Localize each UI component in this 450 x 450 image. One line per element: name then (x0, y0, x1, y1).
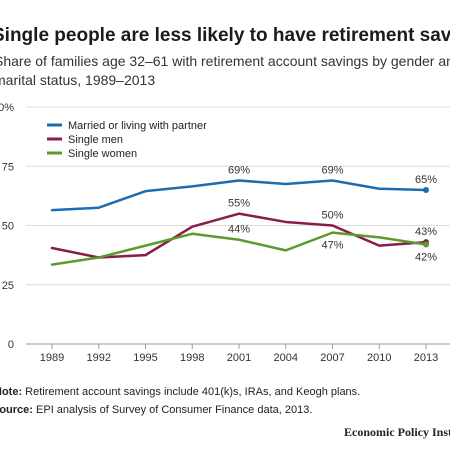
series-line-2 (50, 212, 428, 259)
data-label: 42% (415, 251, 437, 263)
y-tick-label: 75 (2, 161, 14, 173)
data-label: 69% (321, 164, 343, 176)
data-label: 47% (321, 240, 343, 252)
note-label: Note: (0, 386, 23, 398)
x-tick-label: 2010 (367, 352, 391, 364)
chart-subtitle: Share of families age 32–61 with retirem… (0, 53, 450, 88)
x-tick-label: 2007 (320, 352, 344, 364)
x-tick-label: 1989 (40, 352, 64, 364)
source-text: EPI analysis of Survey of Consumer Finan… (32, 404, 313, 416)
x-tick-label: 1995 (133, 352, 157, 364)
legend-label-3: Single women (68, 148, 137, 160)
data-label: 44% (228, 224, 250, 236)
publisher-logo: Economic Policy Institute (344, 425, 450, 439)
source-label: Source: (0, 404, 33, 416)
x-tick-label: 2001 (227, 352, 251, 364)
note-text: Retirement account savings include 401(k… (22, 386, 361, 398)
chart-title: Single people are less likely to have re… (0, 25, 450, 46)
y-tick-label: 0 (8, 339, 14, 351)
chart-note: Note: Retirement account savings include… (0, 386, 360, 398)
series-line-1 (50, 179, 428, 212)
series-end-point-3 (423, 241, 429, 248)
x-tick-label: 1992 (87, 352, 111, 364)
x-tick-label: 2013 (414, 352, 438, 364)
legend-label-2: Single men (68, 134, 123, 146)
data-label: 43% (415, 226, 437, 238)
y-tick-label: 50 (2, 221, 14, 233)
y-tick-label: 100% (0, 102, 14, 114)
x-tick-label: 1998 (180, 352, 204, 364)
y-tick-label: 25 (2, 280, 14, 292)
data-label: 50% (321, 210, 343, 222)
series-end-point-1 (423, 186, 429, 193)
data-label: 69% (228, 164, 250, 176)
data-label: 55% (228, 198, 250, 210)
x-tick-label: 2004 (274, 352, 298, 364)
legend-label-1: Married or living with partner (68, 120, 207, 132)
chart-source: Source: EPI analysis of Survey of Consum… (0, 404, 312, 416)
data-label: 65% (415, 174, 437, 186)
line-chart: 0 25 50 75 100% 1989 1992 1995 1998 2001 2004 2007 2… (0, 102, 450, 364)
series-line-3 (50, 231, 428, 266)
